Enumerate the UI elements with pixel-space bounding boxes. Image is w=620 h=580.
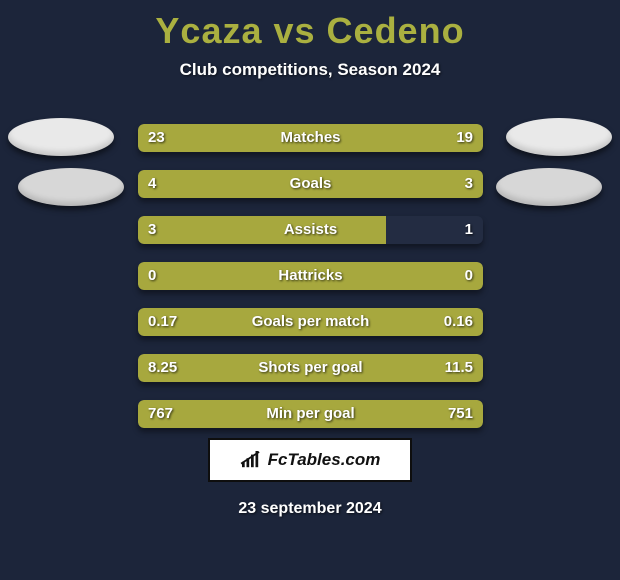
stat-row: 3Assists1 bbox=[138, 216, 483, 244]
stats-container: 23Matches194Goals33Assists10Hattricks00.… bbox=[138, 124, 483, 446]
stat-label: Goals per match bbox=[138, 308, 483, 336]
stat-row: 8.25Shots per goal11.5 bbox=[138, 354, 483, 382]
stat-label: Min per goal bbox=[138, 400, 483, 428]
stat-row: 0Hattricks0 bbox=[138, 262, 483, 290]
date-label: 23 september 2024 bbox=[0, 500, 620, 518]
brand-text: FcTables.com bbox=[268, 450, 381, 470]
stat-right-value: 19 bbox=[456, 124, 473, 152]
stat-label: Assists bbox=[138, 216, 483, 244]
chart-icon bbox=[240, 451, 262, 469]
stat-right-value: 0 bbox=[465, 262, 473, 290]
stat-row: 0.17Goals per match0.16 bbox=[138, 308, 483, 336]
stat-right-value: 0.16 bbox=[444, 308, 473, 336]
stat-right-value: 3 bbox=[465, 170, 473, 198]
stat-label: Shots per goal bbox=[138, 354, 483, 382]
player-left-avatar-bottom bbox=[18, 168, 124, 206]
player-left-avatar-top bbox=[8, 118, 114, 156]
stat-right-value: 751 bbox=[448, 400, 473, 428]
stat-row: 767Min per goal751 bbox=[138, 400, 483, 428]
brand-badge: FcTables.com bbox=[208, 438, 412, 482]
stat-right-value: 11.5 bbox=[445, 354, 473, 382]
player-right-avatar-top bbox=[506, 118, 612, 156]
page-title: Ycaza vs Cedeno bbox=[0, 0, 620, 52]
player-right-avatar-bottom bbox=[496, 168, 602, 206]
page-subtitle: Club competitions, Season 2024 bbox=[0, 60, 620, 80]
stat-label: Hattricks bbox=[138, 262, 483, 290]
stat-row: 4Goals3 bbox=[138, 170, 483, 198]
stat-label: Goals bbox=[138, 170, 483, 198]
stat-right-value: 1 bbox=[465, 216, 473, 244]
stat-label: Matches bbox=[138, 124, 483, 152]
stat-row: 23Matches19 bbox=[138, 124, 483, 152]
